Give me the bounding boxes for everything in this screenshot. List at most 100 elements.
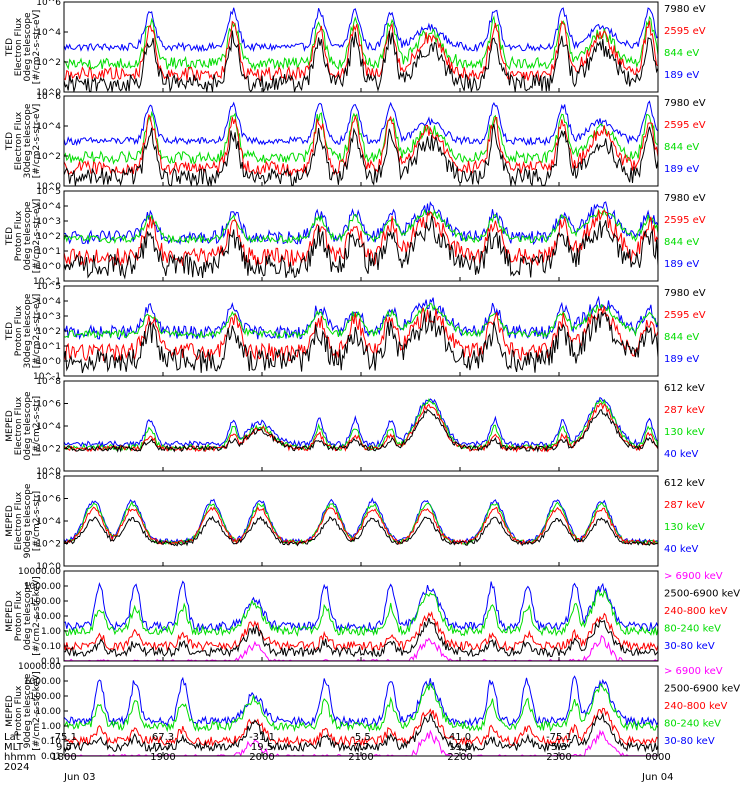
y-tick-label: 100.00 — [30, 597, 62, 607]
y-axis-label-line: 90deg telescope — [23, 673, 33, 748]
y-tick-label: 10.00 — [35, 707, 61, 717]
y-axis-label-line: TED — [5, 227, 15, 246]
y-tick-label: 0.10 — [41, 737, 61, 747]
y-tick-label: 10^5 — [36, 187, 61, 197]
y-tick-label: 10^6 — [36, 92, 61, 102]
lat-tick-label: -31.1 — [249, 732, 275, 743]
y-axis-label-line: Proton Flux — [14, 305, 24, 356]
series-line-5-3 — [64, 398, 658, 452]
legend-entry: 130 keV — [664, 522, 705, 533]
legend-entry: 2595 eV — [664, 120, 706, 131]
hhmm-tick-label: 2300 — [546, 752, 571, 763]
y-axis-label-line: Proton Flux — [14, 685, 24, 736]
legend-entry: 40 keV — [664, 449, 698, 460]
series-line-1-3 — [64, 15, 658, 72]
series-line-6-2 — [64, 506, 658, 546]
y-tick-label: 10^5 — [36, 282, 61, 292]
lat-tick-label: 41.0 — [449, 732, 471, 743]
series-line-3-1 — [64, 215, 658, 280]
y-tick-label: 10^4 — [36, 517, 61, 527]
series-line-1-4 — [64, 7, 658, 53]
y-axis-label-line: Electron Flux — [14, 491, 24, 550]
hhmm-tick-label: 2000 — [249, 752, 274, 763]
legend-entry: 612 keV — [664, 383, 705, 394]
y-tick-label: 10000.00 — [18, 662, 61, 672]
hhmm-tick-label: 1800 — [51, 752, 76, 763]
y-axis-label-line: 0deg telescope — [23, 391, 33, 461]
y-axis-label-line: Proton Flux — [14, 210, 24, 261]
y-tick-label: 10^2 — [36, 327, 61, 337]
y-tick-label: 10^4 — [36, 28, 61, 38]
y-tick-label: 10^4 — [36, 297, 61, 307]
chart-panel-5: 10^0 10^2 10^4 10^6 10^8 MEPEDElectron Flux0d… — [5, 377, 705, 477]
hhmm-tick-label: 1900 — [150, 752, 175, 763]
y-axis-label-line: MEPED — [5, 600, 15, 632]
series-line-4-4 — [64, 295, 658, 341]
mlt-tick-label: 7.7 — [353, 742, 369, 753]
mlt-tick-label: 7.7 — [155, 742, 171, 753]
legend-entry: 287 keV — [664, 500, 705, 511]
series-line-1-2 — [64, 20, 658, 82]
hhmm-tick-label: 2100 — [348, 752, 373, 763]
y-tick-label: 10^0 — [36, 262, 61, 272]
y-axis-label-3: TEDProton Flux0deg telescope[#/cm2-s-str… — [5, 199, 42, 274]
y-axis-label-line: [#/cm2-s-str-keV] — [32, 576, 42, 655]
series-line-7-4 — [64, 589, 658, 637]
series-line-3-3 — [64, 207, 658, 245]
legend-entry: 240-800 keV — [664, 701, 728, 712]
y-tick-label: 10000.00 — [18, 567, 61, 577]
y-axis-label-line: Electron Flux — [14, 17, 24, 76]
y-tick-label: 10^0 — [36, 182, 61, 192]
y-axis-label-line: Proton Flux — [14, 590, 24, 641]
y-axis-label-line: [#/cm2-s-str-keV] — [32, 671, 42, 750]
y-tick-label: 10^2 — [36, 232, 61, 242]
y-tick-label: 0.01 — [41, 752, 61, 762]
bottom-axis: Lat MLT hhmm 2024 Jun 03 Jun 04 -75.19.5… — [4, 732, 674, 783]
series-line-6-4 — [64, 497, 658, 545]
legend-entry: 189 eV — [664, 259, 699, 270]
y-tick-label: 10^4 — [36, 422, 61, 432]
y-axis-label-line: MEPED — [5, 695, 15, 727]
series-line-5-1 — [64, 408, 658, 453]
series-line-2-3 — [64, 110, 658, 165]
y-tick-label: 10^6 — [36, 0, 61, 8]
legend-entry: 844 eV — [664, 142, 699, 153]
series-line-1-1 — [64, 30, 658, 92]
date-end-label: Jun 04 — [641, 772, 674, 783]
hhmm-tick-label: 0000 — [645, 752, 670, 763]
y-tick-label: 10^3 — [36, 312, 61, 322]
y-axis-label-4: TEDProton Flux30deg telescope[#/cm2-s-st… — [5, 293, 42, 368]
lat-tick-label: 67.3 — [152, 732, 174, 743]
legend-entry: 189 eV — [664, 70, 699, 81]
legend-entry: 844 eV — [664, 237, 699, 248]
series-line-3-4 — [64, 201, 658, 246]
y-tick-label: 10^6 — [36, 400, 61, 410]
legend-entry: 612 keV — [664, 478, 705, 489]
series-line-8-4 — [64, 682, 658, 733]
y-axis-label-line: TED — [5, 132, 15, 151]
legend-entry: 30-80 keV — [664, 641, 715, 652]
axis-row-label-lat: Lat — [4, 732, 20, 743]
legend-entry: 240-800 keV — [664, 606, 728, 617]
axis-row-label-year: 2024 — [4, 762, 29, 773]
y-tick-label: 10^-1 — [33, 277, 61, 287]
y-axis-label-1: TEDElectron Flux0deg telescope[#/cm2-s-s… — [5, 10, 42, 85]
hhmm-tick-label: 2200 — [447, 752, 472, 763]
plot-frame-6 — [63, 475, 659, 567]
y-tick-label: 10^8 — [36, 472, 61, 482]
lat-tick-label: -75.1 — [51, 732, 77, 743]
series-line-7-2 — [64, 617, 658, 658]
series-line-8-2 — [64, 712, 658, 753]
mlt-tick-label: 19.9 — [449, 742, 471, 753]
y-tick-label: 1000.00 — [24, 677, 61, 687]
y-tick-label: 10^-1 — [33, 372, 61, 382]
y-tick-label: 10^2 — [36, 58, 61, 68]
y-axis-label-5: MEPEDElectron Flux0deg telescope[#/cm2-s… — [5, 391, 42, 461]
y-axis-label-line: TED — [5, 38, 15, 57]
series-line-7-3 — [64, 611, 658, 652]
series-line-8-3 — [64, 707, 658, 748]
legend-entry: 7980 eV — [664, 98, 706, 109]
chart-panel-8: 0.010.101.0010.00100.001000.0010000.00ME… — [5, 662, 740, 762]
